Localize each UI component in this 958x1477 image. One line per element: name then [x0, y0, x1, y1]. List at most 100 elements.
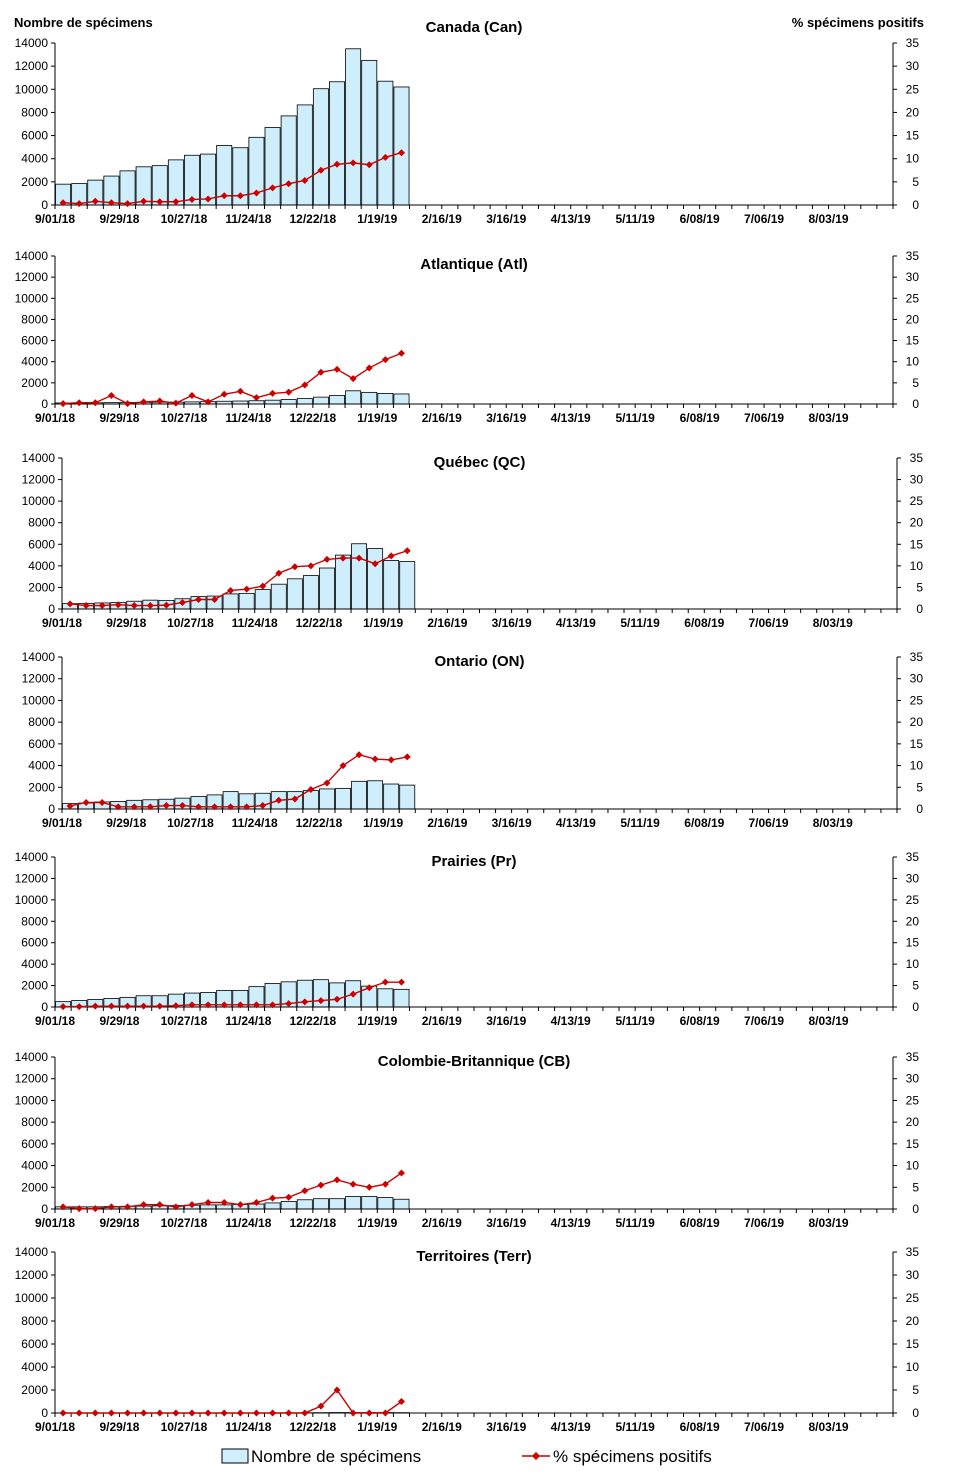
- x-tick-label: 5/11/19: [615, 411, 655, 425]
- positive-percent-marker: [211, 803, 219, 811]
- positive-percent-marker: [252, 189, 260, 197]
- right-tick-label: 10: [906, 1159, 920, 1173]
- right-tick-label: 0: [916, 802, 923, 816]
- positive-percent-marker: [252, 1409, 260, 1417]
- left-tick-label: 4000: [28, 759, 55, 773]
- legend: Nombre de spécimens % spécimens positifs: [221, 1447, 712, 1466]
- left-tick-label: 0: [41, 198, 48, 212]
- positive-percent-marker: [339, 554, 347, 562]
- positive-percent-marker: [204, 1409, 212, 1417]
- legend-line-label: % spécimens positifs: [553, 1447, 712, 1466]
- right-tick-label: 35: [906, 1245, 920, 1259]
- positive-percent-marker: [403, 753, 411, 761]
- positive-percent-marker: [107, 199, 115, 207]
- x-tick-label: 11/24/18: [225, 1216, 271, 1230]
- right-tick-label: 30: [906, 270, 920, 284]
- x-tick-label: 1/19/19: [357, 1014, 397, 1028]
- left-tick-label: 8000: [21, 105, 48, 119]
- x-tick-label: 9/29/18: [99, 1014, 139, 1028]
- positive-percent-marker: [333, 365, 341, 373]
- left-tick-label: 2000: [21, 1180, 48, 1194]
- positive-percent-marker: [59, 1003, 67, 1011]
- x-tick-label: 7/06/19: [749, 816, 789, 830]
- x-tick-label: 9/01/18: [35, 1014, 75, 1028]
- left-tick-label: 0: [41, 1000, 48, 1014]
- x-tick-label: 5/11/19: [620, 816, 660, 830]
- positive-percent-marker: [162, 601, 170, 609]
- right-tick-label: 20: [906, 1314, 920, 1328]
- positive-percent-marker: [59, 400, 67, 408]
- positive-percent-marker: [317, 997, 325, 1005]
- positive-percent-marker: [365, 1183, 373, 1191]
- x-tick-label: 5/11/19: [615, 212, 655, 226]
- positive-percent-marker: [220, 1409, 228, 1417]
- specimen-bar: [264, 127, 281, 206]
- x-tick-label: 12/22/18: [296, 616, 343, 630]
- chart-panel: Territoires (Terr) 0 2000 4000 6000 8000 10000…: [15, 1245, 920, 1434]
- positive-percent-marker: [236, 192, 244, 200]
- x-tick-label: 8/03/19: [809, 1216, 849, 1230]
- specimen-bar: [351, 543, 368, 610]
- left-tick-label: 12000: [15, 270, 49, 284]
- x-tick-label: 4/13/19: [551, 1216, 591, 1230]
- x-tick-label: 10/27/18: [167, 616, 214, 630]
- left-tick-label: 6000: [21, 334, 48, 348]
- right-tick-label: 0: [912, 1000, 919, 1014]
- x-tick-label: 5/11/19: [620, 616, 660, 630]
- chart-panel: Canada (Can) 0 2000 4000 6000 8000 10000 12000 1…: [15, 19, 920, 226]
- specimen-bar: [399, 784, 416, 810]
- positive-percent-marker: [188, 1001, 196, 1009]
- positive-percent-marker: [259, 802, 267, 810]
- positive-percent-marker: [381, 978, 389, 986]
- positive-percent-marker: [140, 197, 148, 205]
- right-tick-label: 10: [906, 1360, 920, 1374]
- positive-percent-marker: [211, 596, 219, 604]
- positive-percent-marker: [236, 1201, 244, 1209]
- specimen-bar: [399, 561, 416, 610]
- positive-percent-line: [69, 550, 408, 607]
- right-tick-label: 5: [912, 1180, 919, 1194]
- right-tick-label: 0: [916, 602, 923, 616]
- specimen-bar: [264, 399, 281, 405]
- positive-percent-marker: [269, 1194, 277, 1202]
- positive-percent-marker: [124, 1409, 132, 1417]
- positive-percent-marker: [371, 560, 379, 568]
- positive-percent-marker: [323, 555, 331, 563]
- positive-percent-marker: [269, 389, 277, 397]
- positive-percent-marker: [194, 596, 202, 604]
- positive-percent-marker: [107, 1409, 115, 1417]
- left-tick-label: 14000: [22, 650, 56, 664]
- x-tick-label: 5/11/19: [615, 1014, 655, 1028]
- specimen-bar: [254, 589, 271, 610]
- x-tick-label: 6/08/19: [680, 411, 720, 425]
- right-tick-label: 10: [906, 152, 920, 166]
- x-tick-label: 6/08/19: [680, 1014, 720, 1028]
- positive-percent-marker: [301, 1409, 309, 1417]
- chart-title: Atlantique (Atl): [420, 256, 527, 273]
- specimen-bar: [351, 780, 368, 810]
- specimen-bar: [393, 1198, 410, 1210]
- positive-percent-marker: [236, 387, 244, 395]
- right-tick-label: 15: [910, 737, 924, 751]
- x-tick-label: 10/27/18: [161, 411, 208, 425]
- specimen-bar: [377, 80, 394, 206]
- chart-panel: Prairies (Pr) 0 2000 4000 6000 8000 10000 12000…: [15, 850, 920, 1028]
- positive-percent-marker: [349, 375, 357, 383]
- specimen-bar: [367, 548, 384, 610]
- x-tick-label: 11/24/18: [225, 1014, 271, 1028]
- right-tick-label: 35: [910, 650, 924, 664]
- positive-percent-marker: [275, 796, 283, 804]
- x-tick-label: 9/29/18: [99, 1420, 139, 1434]
- x-tick-label: 10/27/18: [161, 1014, 208, 1028]
- left-tick-label: 14000: [15, 36, 49, 50]
- positive-percent-marker: [349, 990, 357, 998]
- specimen-bar: [361, 1196, 378, 1210]
- positive-percent-marker: [227, 586, 235, 594]
- specimen-bar: [280, 115, 297, 206]
- positive-percent-marker: [59, 1203, 67, 1211]
- positive-percent-marker: [333, 995, 341, 1003]
- positive-percent-marker: [323, 779, 331, 787]
- x-tick-label: 3/16/19: [486, 411, 526, 425]
- positive-percent-marker: [75, 1003, 83, 1011]
- left-tick-label: 0: [48, 802, 55, 816]
